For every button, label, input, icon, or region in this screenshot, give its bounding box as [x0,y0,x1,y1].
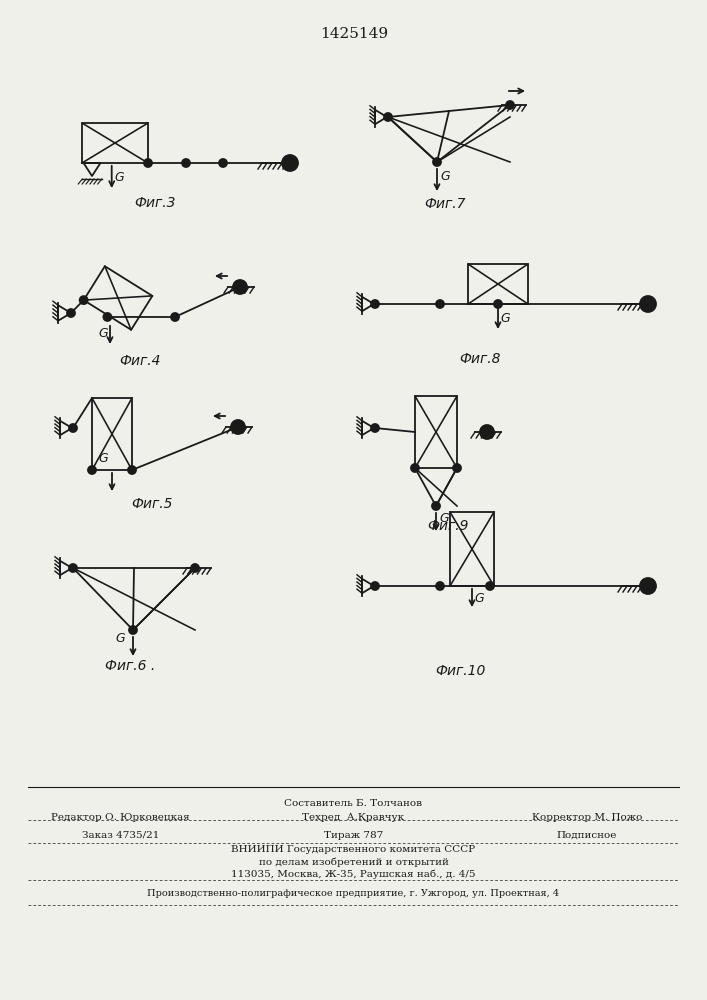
Text: Корректор М. Пожо: Корректор М. Пожо [532,814,642,822]
Circle shape [436,582,444,590]
Text: Заказ 4735/21: Заказ 4735/21 [81,830,159,840]
Circle shape [129,626,137,634]
Circle shape [640,578,656,594]
Text: Фиг.9: Фиг.9 [427,519,469,533]
Circle shape [171,313,179,321]
Circle shape [144,159,152,167]
Circle shape [282,155,298,171]
Text: Фиг.5: Фиг.5 [132,497,173,511]
Circle shape [182,159,190,167]
Text: G: G [98,327,107,340]
Circle shape [480,425,494,439]
Circle shape [69,424,77,432]
Circle shape [88,466,96,474]
Text: Фиг.10: Фиг.10 [435,664,485,678]
Circle shape [371,300,379,308]
Circle shape [486,582,494,590]
Text: G: G [115,171,124,184]
Circle shape [453,464,461,472]
Text: Производственно-полиграфическое предприятие, г. Ужгород, ул. Проектная, 4: Производственно-полиграфическое предприя… [148,888,559,898]
Text: Техред  А.Кравчук: Техред А.Кравчук [303,814,404,822]
Text: по делам изобретений и открытий: по делам изобретений и открытий [259,857,448,867]
Text: Фиг.6 .: Фиг.6 . [105,659,155,673]
Circle shape [80,296,88,304]
Circle shape [384,113,392,121]
Circle shape [219,159,227,167]
Circle shape [103,313,112,321]
Circle shape [506,101,514,109]
Text: Фиг.8: Фиг.8 [460,352,501,366]
Circle shape [371,582,379,590]
Text: G: G [115,632,124,645]
Text: 113035, Москва, Ж-35, Раушская наб., д. 4/5: 113035, Москва, Ж-35, Раушская наб., д. … [231,869,476,879]
Text: 1425149: 1425149 [320,27,388,41]
Text: G: G [500,312,510,325]
Text: Составитель Б. Толчанов: Составитель Б. Толчанов [284,800,423,808]
Circle shape [69,564,77,572]
Text: Тираж 787: Тираж 787 [324,830,383,840]
Circle shape [67,309,75,317]
Circle shape [231,420,245,434]
Circle shape [640,296,656,312]
Circle shape [436,300,444,308]
Text: G: G [440,170,450,183]
Circle shape [371,424,379,432]
Text: Редактор О. Юрковецкая: Редактор О. Юрковецкая [51,814,189,822]
Text: Подписное: Подписное [556,830,617,840]
Circle shape [411,464,419,472]
Text: ВНИИПИ Государственного комитета СССР: ВНИИПИ Государственного комитета СССР [231,846,476,854]
Circle shape [433,158,441,166]
Text: Фиг.3: Фиг.3 [134,196,176,210]
Text: G: G [474,592,484,605]
Text: G: G [439,512,449,525]
Circle shape [128,466,136,474]
Circle shape [432,502,440,510]
Circle shape [191,564,199,572]
Text: G: G [98,452,107,465]
Circle shape [494,300,502,308]
Text: Фиг.7: Фиг.7 [424,197,466,211]
Circle shape [233,280,247,294]
Text: Фиг.4: Фиг.4 [119,354,160,368]
